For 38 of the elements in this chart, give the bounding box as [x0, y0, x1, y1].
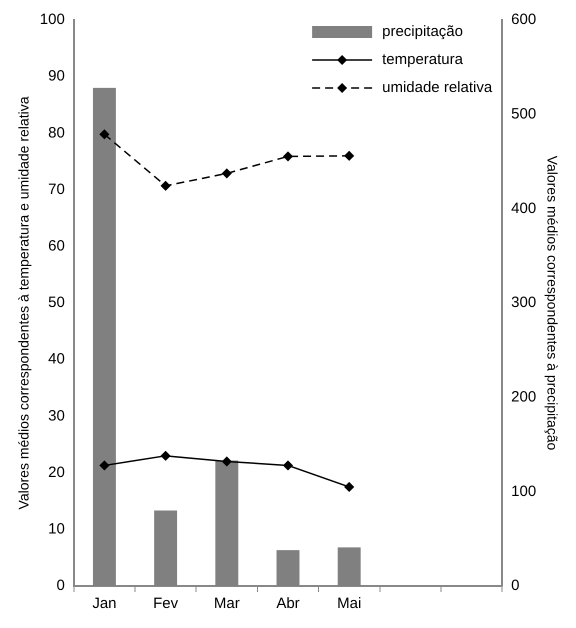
point [100, 460, 110, 470]
y-tick-label: 100 [40, 11, 65, 28]
point [222, 456, 232, 466]
y2-tick-label: 500 [511, 105, 536, 122]
y2-tick-label: 600 [511, 11, 536, 28]
x-tick-label: Mar [214, 595, 240, 612]
legend-label: temperatura [382, 51, 464, 68]
point [283, 460, 293, 470]
x-tick-label: Jan [92, 595, 117, 612]
y-tick-label: 60 [48, 238, 65, 255]
y-tick-label: 0 [56, 577, 65, 594]
y-tick-label: 70 [48, 180, 65, 198]
y-tick-label: 90 [48, 68, 65, 85]
point [344, 482, 354, 492]
y-axis-title: Valores médios correspondentes à temperatura e umidade relativa [15, 96, 32, 510]
point [160, 181, 170, 191]
x-tick-label: Mai [337, 595, 362, 612]
y-tick-label: 20 [48, 464, 65, 481]
y-tick-label: 50 [48, 294, 65, 312]
y2-tick-label: 200 [511, 388, 536, 406]
y-tick-label: 40 [48, 350, 65, 368]
y-tick-label: 30 [48, 407, 65, 424]
y2-tick-label: 100 [511, 482, 536, 500]
point [222, 168, 232, 178]
legend-label: umidade relativa [382, 79, 493, 96]
point [344, 151, 354, 161]
y2-axis-title: Valores médios correspondentes à precipitação [544, 156, 561, 451]
x-tick-label: Fev [153, 595, 179, 612]
y2-tick-label: 0 [511, 577, 520, 594]
x-tick-label: Abr [276, 595, 300, 612]
point [160, 451, 170, 461]
y-tick-label: 80 [48, 124, 65, 142]
legend-label: precipitação [382, 23, 464, 40]
y2-tick-label: 400 [511, 200, 536, 217]
point [100, 130, 110, 140]
y-tick-label: 10 [48, 520, 65, 538]
y2-tick-label: 300 [511, 294, 536, 312]
point [283, 152, 293, 162]
